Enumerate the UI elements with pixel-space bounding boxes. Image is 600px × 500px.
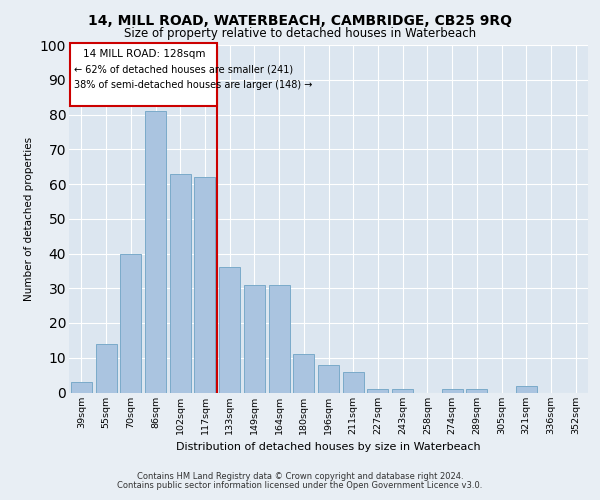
Bar: [244, 285, 265, 393]
Text: 38% of semi-detached houses are larger (148) →: 38% of semi-detached houses are larger (…: [74, 80, 313, 90]
X-axis label: Distribution of detached houses by size in Waterbeach: Distribution of detached houses by size …: [176, 442, 481, 452]
Text: 14 MILL ROAD: 128sqm: 14 MILL ROAD: 128sqm: [83, 49, 205, 59]
Bar: [442, 389, 463, 392]
Text: Size of property relative to detached houses in Waterbeach: Size of property relative to detached ho…: [124, 28, 476, 40]
FancyBboxPatch shape: [70, 44, 217, 106]
Text: Contains HM Land Registry data © Crown copyright and database right 2024.: Contains HM Land Registry data © Crown c…: [137, 472, 463, 481]
Text: 14, MILL ROAD, WATERBEACH, CAMBRIDGE, CB25 9RQ: 14, MILL ROAD, WATERBEACH, CAMBRIDGE, CB…: [88, 14, 512, 28]
Bar: [145, 111, 166, 392]
Bar: [367, 389, 388, 392]
Bar: [219, 268, 240, 392]
Bar: [466, 389, 487, 392]
Bar: [269, 285, 290, 393]
Bar: [71, 382, 92, 392]
Bar: [120, 254, 141, 392]
Bar: [293, 354, 314, 393]
Y-axis label: Number of detached properties: Number of detached properties: [24, 136, 34, 301]
Bar: [170, 174, 191, 392]
Text: Contains public sector information licensed under the Open Government Licence v3: Contains public sector information licen…: [118, 481, 482, 490]
Bar: [194, 177, 215, 392]
Text: ← 62% of detached houses are smaller (241): ← 62% of detached houses are smaller (24…: [74, 64, 293, 74]
Bar: [318, 364, 339, 392]
Bar: [343, 372, 364, 392]
Bar: [392, 389, 413, 392]
Bar: [516, 386, 537, 392]
Bar: [95, 344, 116, 393]
